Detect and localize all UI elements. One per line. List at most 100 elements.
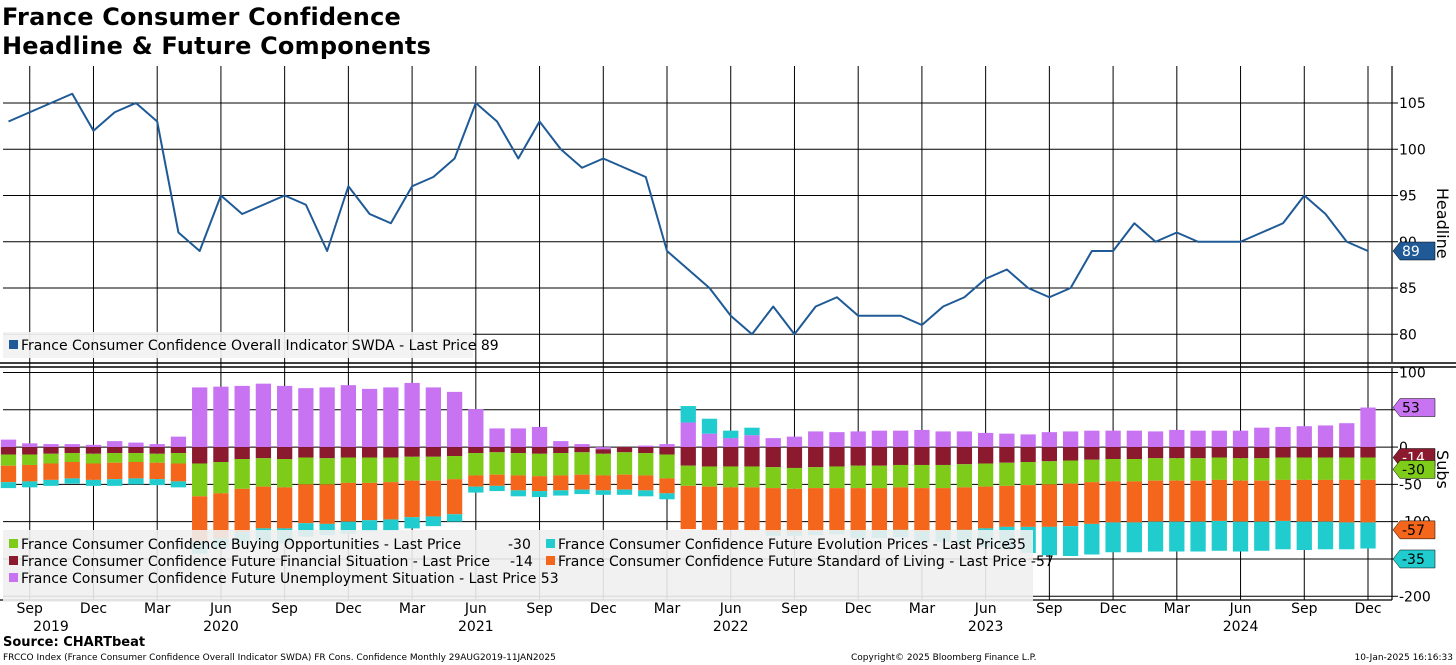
bar-segment (510, 428, 526, 448)
bar-segment (1126, 459, 1142, 482)
bar-segment (680, 485, 696, 530)
callout-box (1392, 520, 1436, 540)
bars-group (0, 382, 1376, 556)
bar-segment (404, 382, 420, 448)
bar-segment (531, 476, 548, 492)
bar-segment (1360, 479, 1376, 523)
bar-segment (1105, 430, 1121, 448)
bar-segment (1275, 447, 1291, 458)
bar-segment (999, 433, 1015, 448)
subs-last-price-callout: -57 (1392, 520, 1436, 540)
bar-segment (1317, 479, 1334, 522)
x-tick-label-month: Jun (464, 601, 487, 617)
bar-segment (1126, 522, 1142, 553)
bar-segment (1232, 480, 1249, 522)
x-tick-label-month: Sep (781, 601, 808, 617)
bar-segment (1041, 461, 1058, 485)
x-tick-label-month: Mar (654, 601, 681, 617)
bar-segment (765, 467, 781, 489)
bar-segment (786, 488, 803, 533)
bar-segment (999, 447, 1015, 463)
x-tick-label-month: Jun (1229, 601, 1252, 617)
bar-segment (255, 458, 272, 487)
bar-segment (489, 428, 505, 448)
bar-segment (531, 447, 548, 454)
bottom-y-tick-label: -50 (1399, 477, 1422, 493)
bar-segment (425, 447, 441, 457)
bar-segment (1232, 447, 1249, 459)
bar-segment (1126, 430, 1142, 448)
bar-segment (1317, 521, 1334, 550)
bar-segment (1084, 430, 1100, 448)
bar-segment (680, 406, 696, 423)
callout-box (1392, 398, 1436, 417)
bar-segment (1147, 431, 1164, 448)
bar-segment (808, 467, 824, 489)
bar-segment (1190, 521, 1206, 552)
bar-segment (701, 486, 718, 530)
bar-segment (723, 438, 739, 448)
bar-segment (956, 447, 973, 465)
bar-segment (893, 464, 909, 488)
callout-value: -30 (1402, 462, 1425, 478)
bar-segment (956, 464, 973, 488)
x-tick-label-month: Dec (1354, 601, 1381, 617)
bar-segment (1105, 459, 1121, 482)
bar-segment (829, 466, 845, 489)
bar-segment (149, 453, 165, 463)
bar-segment (744, 435, 760, 448)
bar-segment (871, 465, 888, 489)
bar-segment (531, 426, 548, 448)
bar-segment (531, 453, 548, 477)
legend-value: -14 (510, 554, 533, 570)
bar-segment (446, 479, 463, 515)
bar-segment (298, 484, 314, 524)
bar-segment (107, 453, 123, 463)
callout-value: -35 (1402, 552, 1425, 568)
bar-segment (319, 458, 335, 485)
bar-segment (744, 487, 760, 531)
bar-segment (0, 447, 17, 455)
bar-segment (468, 453, 484, 476)
bar-segment (659, 454, 675, 479)
bar-segment (574, 474, 590, 490)
bar-segment (574, 444, 590, 448)
bar-segment (1296, 479, 1312, 522)
bar-segment (468, 447, 484, 454)
bar-segment (680, 447, 696, 466)
bar-segment (574, 447, 590, 453)
bar-segment (149, 444, 165, 448)
bar-segment (446, 391, 463, 448)
bar-segment (850, 488, 866, 531)
bar-segment (893, 430, 909, 448)
bar-segment (425, 480, 441, 517)
bar-segment (786, 436, 803, 448)
bar-segment (22, 481, 38, 488)
bar-segment (701, 418, 718, 434)
top-legend: France Consumer Confidence Overall Indic… (3, 332, 499, 358)
bar-segment (1062, 447, 1079, 461)
bottom-legend: France Consumer Confidence Buying Opport… (3, 530, 1054, 602)
x-tick-label-month: Dec (80, 601, 107, 617)
bar-segment (128, 453, 144, 462)
bar-segment (298, 447, 314, 458)
bar-segment (723, 447, 739, 467)
bar-segment (1296, 447, 1312, 458)
bar-segment (361, 457, 378, 483)
legend-value: -30 (508, 537, 531, 553)
bar-segment (1211, 479, 1227, 521)
bar-segment (999, 462, 1015, 486)
bar-segment (1296, 426, 1312, 448)
top-y-axis-title: Headline (1433, 188, 1452, 259)
source-label: Source: CHARTbeat (3, 635, 146, 650)
x-tick-label-year: 2019 (33, 619, 69, 635)
bar-segment (319, 484, 335, 524)
bar-segment (85, 444, 102, 448)
bar-segment (1360, 457, 1376, 480)
callout-box (1392, 460, 1436, 479)
bar-segment (277, 447, 293, 460)
callout-value: 53 (1402, 401, 1420, 417)
bar-segment (1190, 480, 1206, 522)
bar-segment (723, 430, 739, 439)
bar-segment (22, 454, 38, 465)
